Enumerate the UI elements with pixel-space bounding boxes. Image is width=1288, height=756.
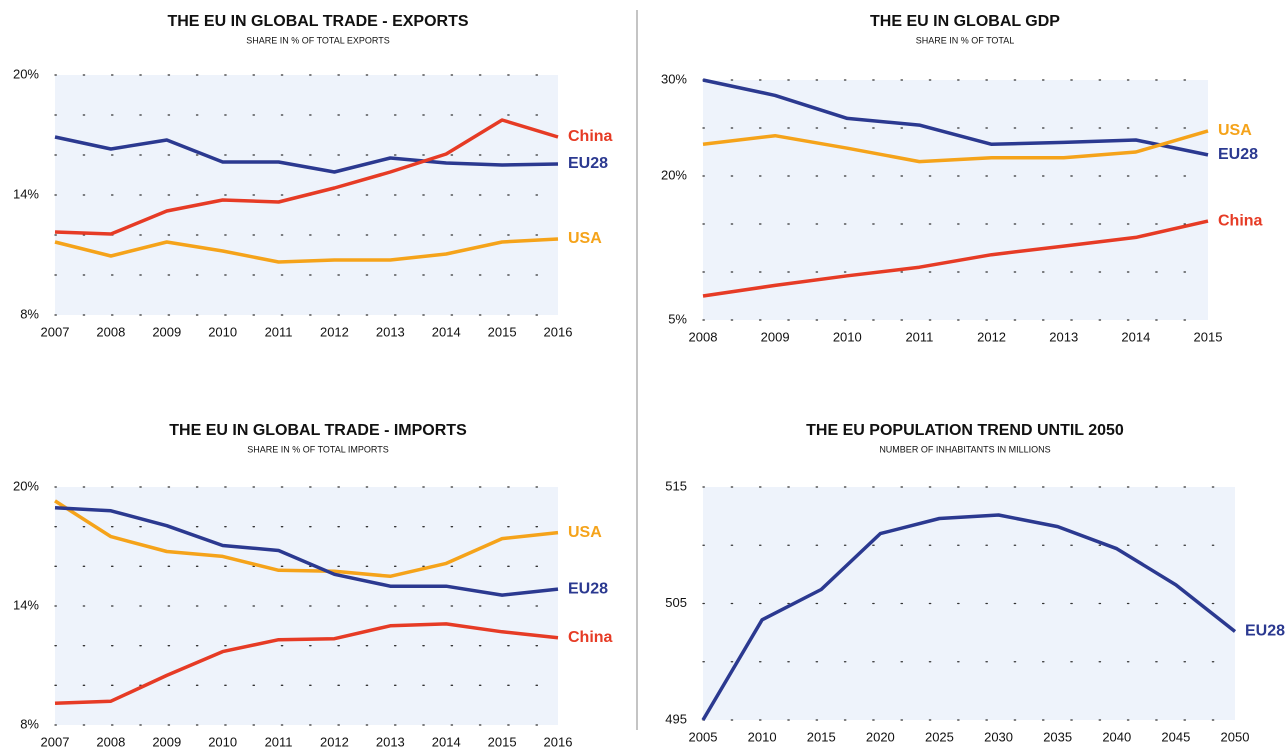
x-tick-label: 2011	[265, 324, 293, 339]
series-line	[702, 78, 1209, 157]
series-line	[54, 135, 559, 174]
series-line	[702, 129, 1209, 164]
series-label: USA	[568, 524, 602, 541]
x-tick-label: 2007	[41, 324, 70, 339]
series-line	[54, 237, 559, 264]
y-tick-label: 20%	[661, 167, 687, 182]
plot-area	[703, 80, 1208, 320]
x-tick-label: 2014	[1121, 329, 1150, 344]
x-tick-label: 2035	[1043, 729, 1072, 744]
series-line	[54, 622, 559, 705]
x-tick-label: 2010	[833, 329, 862, 344]
y-tick-label: 14%	[13, 186, 39, 201]
series-label: EU28	[1218, 146, 1258, 163]
x-tick-label: 2040	[1102, 729, 1131, 744]
x-tick-label: 2012	[320, 734, 349, 749]
y-tick-label: 8%	[20, 716, 39, 731]
x-tick-label: 2005	[689, 729, 718, 744]
x-tick-label: 2012	[977, 329, 1006, 344]
x-tick-label: 2015	[807, 729, 836, 744]
series-label: EU28	[568, 155, 608, 172]
y-tick-label: 515	[665, 478, 687, 493]
chart-subtitle: NUMBER OF INHABITANTS IN MILLIONS	[879, 444, 1050, 454]
x-tick-label: 2025	[925, 729, 954, 744]
series-label: USA	[1218, 122, 1252, 139]
x-tick-label: 2014	[432, 324, 461, 339]
x-tick-label: 2016	[544, 324, 573, 339]
series-line	[54, 506, 559, 597]
chart-subtitle: SHARE IN % OF TOTAL IMPORTS	[247, 444, 389, 454]
x-tick-label: 2009	[152, 734, 181, 749]
chart-title: THE EU IN GLOBAL TRADE - EXPORTS	[167, 13, 468, 30]
y-tick-label: 505	[665, 595, 687, 610]
x-tick-label: 2013	[1049, 329, 1078, 344]
chart-title: THE EU IN GLOBAL TRADE - IMPORTS	[169, 422, 467, 439]
x-tick-label: 2020	[866, 729, 895, 744]
x-tick-label: 2013	[376, 734, 405, 749]
series-label: EU28	[568, 580, 608, 597]
series-line	[702, 219, 1209, 298]
y-tick-label: 495	[665, 711, 687, 726]
x-tick-label: 2016	[544, 734, 573, 749]
chart-title: THE EU POPULATION TREND UNTIL 2050	[806, 422, 1124, 439]
x-tick-label: 2030	[984, 729, 1013, 744]
series-line	[701, 513, 1237, 721]
series-label: China	[568, 629, 613, 646]
chart-subtitle: SHARE IN % OF TOTAL EXPORTS	[246, 35, 390, 45]
x-tick-label: 2015	[1194, 329, 1223, 344]
x-tick-label: 2008	[96, 734, 125, 749]
chart-subtitle: SHARE IN % OF TOTAL	[916, 35, 1015, 45]
series-label: China	[1218, 212, 1263, 229]
chart-title: THE EU IN GLOBAL GDP	[870, 13, 1060, 30]
x-tick-label: 2014	[432, 734, 461, 749]
y-tick-label: 30%	[661, 71, 687, 86]
x-tick-label: 2008	[689, 329, 718, 344]
y-tick-label: 20%	[13, 478, 39, 493]
x-tick-label: 2010	[748, 729, 777, 744]
x-tick-label: 2009	[761, 329, 790, 344]
x-tick-label: 2012	[320, 324, 349, 339]
x-tick-label: 2008	[96, 324, 125, 339]
x-tick-label: 2015	[488, 324, 517, 339]
series-line	[54, 499, 559, 579]
y-tick-label: 20%	[13, 66, 39, 81]
series-label: China	[568, 128, 613, 145]
x-tick-label: 2009	[152, 324, 181, 339]
x-tick-label: 2007	[41, 734, 70, 749]
y-tick-label: 8%	[20, 306, 39, 321]
plot-area	[55, 487, 558, 725]
x-tick-label: 2010	[208, 734, 237, 749]
series-label: USA	[568, 230, 602, 247]
x-tick-label: 2015	[488, 734, 517, 749]
y-tick-label: 5%	[668, 311, 687, 326]
x-tick-label: 2050	[1221, 729, 1250, 744]
x-tick-label: 2011	[265, 734, 293, 749]
x-tick-label: 2010	[208, 324, 237, 339]
x-tick-label: 2045	[1161, 729, 1190, 744]
series-label: EU28	[1245, 623, 1285, 640]
y-tick-label: 14%	[13, 597, 39, 612]
x-tick-label: 2013	[376, 324, 405, 339]
series-line	[54, 118, 559, 236]
x-tick-label: 2011	[905, 329, 933, 344]
